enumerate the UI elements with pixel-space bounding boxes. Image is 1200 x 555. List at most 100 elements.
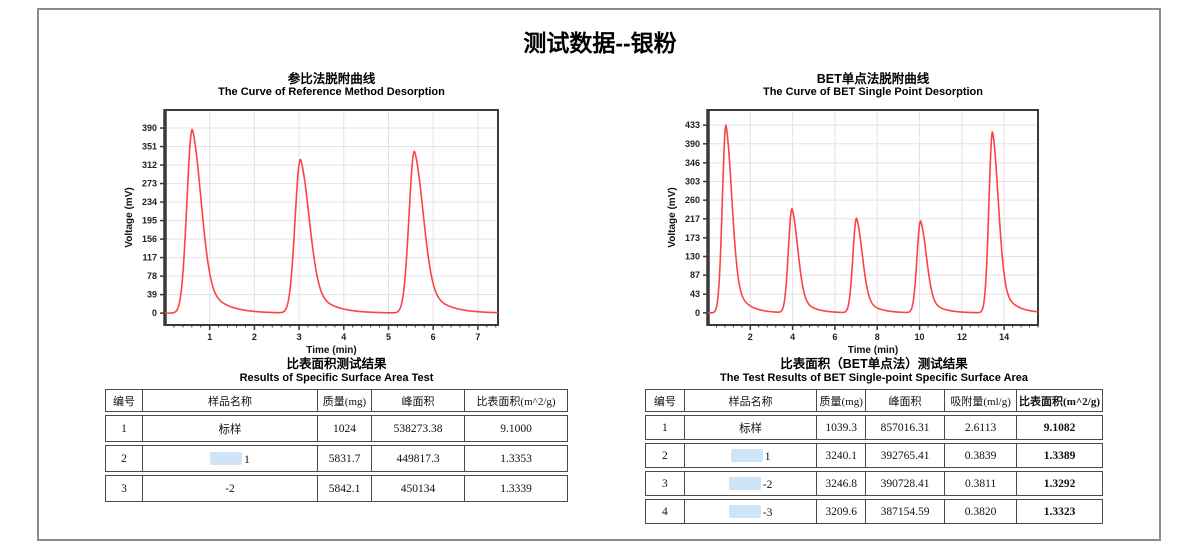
- cell-ssa: 1.3323: [1017, 499, 1103, 524]
- cell-mass: 3209.6: [817, 499, 866, 524]
- svg-text:Voltage (mV): Voltage (mV): [124, 187, 135, 247]
- cell-mass: 1039.3: [817, 415, 866, 440]
- svg-text:217: 217: [685, 214, 700, 224]
- table-row: 2 1 3240.1 392765.41 0.3839 1.3389: [645, 443, 1103, 468]
- svg-text:130: 130: [685, 252, 700, 262]
- cell-mass: 3240.1: [817, 443, 866, 468]
- svg-text:156: 156: [142, 234, 157, 244]
- svg-text:260: 260: [685, 195, 700, 205]
- cell-mass: 1024: [318, 415, 372, 442]
- svg-text:195: 195: [142, 216, 157, 226]
- cell-no: 2: [645, 443, 685, 468]
- bet-single-point-table: 编号 样品名称 质量(mg) 峰面积 吸附量(ml/g) 比表面积(m^2/g)…: [645, 386, 1103, 527]
- left-chart-title-zh: 参比法脱附曲线: [287, 72, 376, 86]
- cell-peak-area: 449817.3: [372, 445, 465, 472]
- table-row: 2 1 5831.7 449817.3 1.3353: [105, 445, 568, 472]
- svg-text:2: 2: [748, 332, 753, 342]
- cell-peak-area: 538273.38: [372, 415, 465, 442]
- page-border-frame: [37, 8, 1161, 541]
- svg-text:390: 390: [685, 139, 700, 149]
- left-chart-title-en: The Curve of Reference Method Desorption: [218, 86, 445, 99]
- cell-peak-area: 392765.41: [865, 443, 946, 468]
- cell-ssa: 1.3389: [1017, 443, 1103, 468]
- redaction-blob: [730, 448, 763, 462]
- cell-sample-name: -3: [684, 499, 818, 524]
- right-chart-titles: BET单点法脱附曲线 The Curve of BET Single Point…: [708, 72, 1038, 99]
- svg-text:78: 78: [147, 271, 157, 281]
- table-header-row: 编号 样品名称 质量(mg) 峰面积 吸附量(ml/g) 比表面积(m^2/g): [645, 389, 1103, 412]
- bet-single-point-desorption-chart: 0 43 87 130 173 217 260 303 346 390 433 2 4 6 8 10 12 14 T…: [667, 109, 1039, 356]
- cell-peak-area: 387154.59: [865, 499, 946, 524]
- left-table-titles: 比表面积测试结果 Results of Specific Surface Are…: [105, 357, 568, 385]
- col-header-adsorption: 吸附量(ml/g): [945, 389, 1018, 412]
- cell-ssa: 1.3339: [465, 475, 568, 502]
- table-row: 1 标样 1024 538273.38 9.1000: [105, 415, 568, 442]
- cell-mass: 5831.7: [318, 445, 372, 472]
- cell-sample-name: 1: [143, 445, 318, 472]
- svg-text:4: 4: [341, 332, 346, 342]
- cell-adsorption: 0.3811: [945, 471, 1018, 496]
- svg-text:5: 5: [386, 332, 391, 342]
- cell-sample-name: -2: [143, 475, 318, 502]
- svg-text:346: 346: [685, 158, 700, 168]
- table-row: 3 -2 3246.8 390728.41 0.3811 1.3292: [645, 471, 1103, 496]
- svg-text:303: 303: [685, 177, 700, 187]
- col-header-ssa: 比表面积(m^2/g): [1017, 389, 1103, 412]
- left-chart-titles: 参比法脱附曲线 The Curve of Reference Method De…: [165, 72, 498, 99]
- svg-text:0: 0: [152, 308, 157, 318]
- svg-text:390: 390: [142, 123, 157, 133]
- right-chart-title-en: The Curve of BET Single Point Desorption: [762, 86, 983, 99]
- right-table-title-en: The Test Results of BET Single-point Spe…: [719, 372, 1029, 384]
- cell-mass: 3246.8: [817, 471, 866, 496]
- right-chart-title-zh: BET单点法脱附曲线: [816, 72, 930, 86]
- redaction-blob: [728, 504, 761, 518]
- cell-ssa: 1.3353: [465, 445, 568, 472]
- svg-text:1: 1: [207, 332, 212, 342]
- cell-no: 3: [645, 471, 685, 496]
- table-row: 3 -2 5842.1 450134 1.3339: [105, 475, 568, 502]
- cell-sample-name: 标样: [684, 415, 818, 440]
- svg-text:12: 12: [957, 332, 967, 342]
- cell-mass: 5842.1: [318, 475, 372, 502]
- table-header-row: 编号 样品名称 质量(mg) 峰面积 比表面积(m^2/g): [105, 389, 568, 412]
- col-header-peak-area: 峰面积: [865, 389, 946, 412]
- svg-text:87: 87: [690, 270, 700, 280]
- cell-adsorption: 0.3820: [945, 499, 1018, 524]
- cell-no: 1: [645, 415, 685, 440]
- col-header-mass: 质量(mg): [318, 389, 372, 412]
- svg-text:312: 312: [142, 160, 157, 170]
- svg-text:234: 234: [142, 197, 157, 207]
- svg-text:433: 433: [685, 120, 700, 130]
- cell-no: 4: [645, 499, 685, 524]
- svg-text:0: 0: [695, 308, 700, 318]
- svg-text:4: 4: [790, 332, 795, 342]
- svg-text:Time (min): Time (min): [306, 345, 356, 356]
- svg-text:117: 117: [142, 253, 157, 263]
- cell-ssa: 9.1082: [1017, 415, 1103, 440]
- table-row: 1 标样 1039.3 857016.31 2.6113 9.1082: [645, 415, 1103, 440]
- col-header-no: 编号: [105, 389, 143, 412]
- svg-text:273: 273: [142, 179, 157, 189]
- svg-text:7: 7: [475, 332, 480, 342]
- col-header-peak-area: 峰面积: [372, 389, 465, 412]
- svg-text:39: 39: [147, 290, 157, 300]
- svg-text:8: 8: [875, 332, 880, 342]
- col-header-sample-name: 样品名称: [684, 389, 818, 412]
- left-table-title-en: Results of Specific Surface Area Test: [239, 372, 434, 384]
- svg-text:3: 3: [297, 332, 302, 342]
- svg-text:351: 351: [142, 142, 157, 152]
- svg-text:43: 43: [690, 289, 700, 299]
- svg-text:173: 173: [685, 233, 700, 243]
- redaction-blob: [210, 451, 243, 465]
- specific-surface-area-table: 编号 样品名称 质量(mg) 峰面积 比表面积(m^2/g) 1 标样 1024…: [105, 386, 568, 505]
- cell-sample-name: 标样: [143, 415, 318, 442]
- cell-ssa: 9.1000: [465, 415, 568, 442]
- cell-ssa: 1.3292: [1017, 471, 1103, 496]
- cell-no: 2: [105, 445, 143, 472]
- cell-peak-area: 390728.41: [865, 471, 946, 496]
- col-header-mass: 质量(mg): [817, 389, 866, 412]
- left-table-title-zh: 比表面积测试结果: [286, 357, 387, 371]
- table-row: 4 -3 3209.6 387154.59 0.3820 1.3323: [645, 499, 1103, 524]
- cell-no: 3: [105, 475, 143, 502]
